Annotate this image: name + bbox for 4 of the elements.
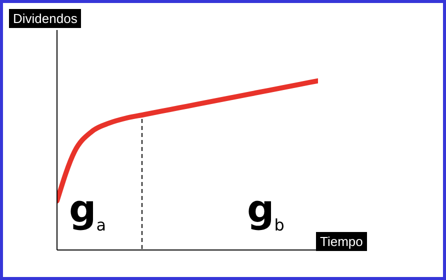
annotation: g$_{a}$ [69,187,106,235]
y-axis-title: Dividendos [9,9,82,28]
annotation: g$_{b}$ [247,187,284,235]
x-axis-title: Tiempo [316,232,367,251]
